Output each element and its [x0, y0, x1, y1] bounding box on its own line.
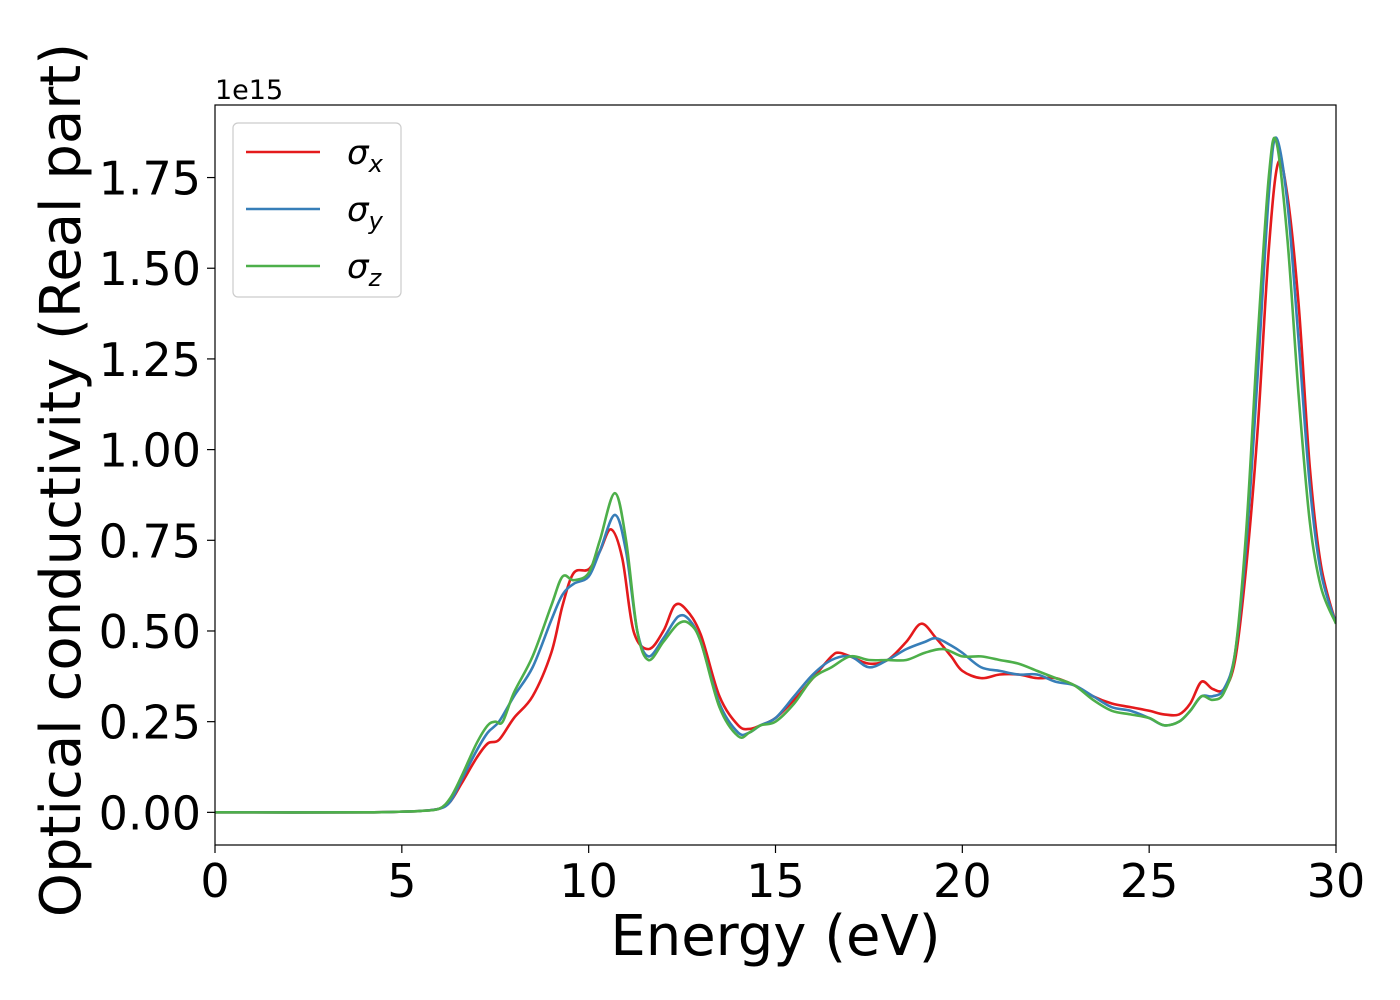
x-axis: 0 5 10 15 20 25 30: [200, 845, 1365, 908]
legend-item-y: σy: [246, 190, 384, 235]
y-tick-label: 1.00: [99, 424, 201, 478]
y-tick-label: 0.50: [99, 605, 201, 659]
y-offset-label: 1e15: [215, 75, 283, 106]
x-tick-label: 10: [559, 854, 618, 908]
legend-label: σy: [347, 190, 384, 235]
x-tick-label: 25: [1120, 854, 1179, 908]
y-axis-title: Optical conductivity (Real part): [29, 43, 94, 917]
y-tick-label: 0.75: [99, 514, 201, 568]
y-tick-label: 1.75: [99, 152, 201, 206]
legend: σx σy σz: [232, 122, 402, 298]
x-tick-label: 5: [387, 854, 416, 908]
x-axis-title: Energy (eV): [610, 904, 940, 969]
y-tick-label: 1.25: [99, 333, 201, 387]
legend-item-z: σz: [246, 247, 383, 292]
legend-label: σx: [347, 133, 384, 178]
series-line-z: [215, 136, 1336, 814]
x-tick-label: 20: [933, 854, 992, 908]
x-tick-label: 0: [200, 854, 229, 908]
y-tick-label: 0.00: [99, 786, 201, 840]
y-tick-label: 1.50: [99, 242, 201, 296]
legend-item-x: σx: [246, 133, 384, 178]
series-layer: [215, 136, 1336, 814]
y-tick-label: 0.25: [99, 696, 201, 750]
x-tick-label: 30: [1307, 854, 1366, 908]
x-tick-label: 15: [746, 854, 805, 908]
y-axis: 0.00 0.25 0.50 0.75 1.00 1.25 1.50 1.75: [99, 152, 215, 840]
legend-label: σz: [347, 247, 383, 292]
